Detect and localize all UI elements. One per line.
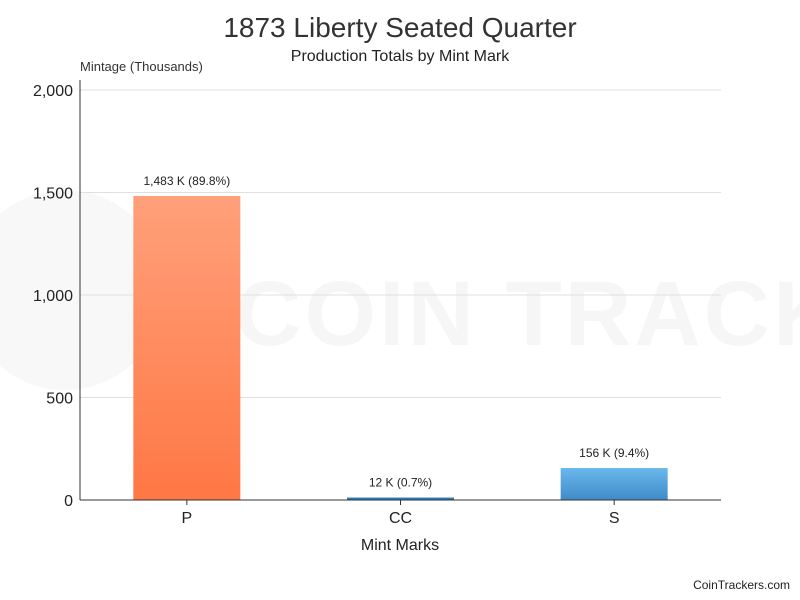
y-tick-label: 2,000: [33, 83, 73, 100]
data-label: 1,483 K (89.8%): [143, 174, 230, 188]
watermark: COIN TRACKERS: [0, 190, 800, 390]
chart-title: 1873 Liberty Seated Quarter: [223, 12, 577, 43]
x-tick-label: P: [181, 510, 192, 527]
bar-cc: [347, 497, 454, 500]
data-label: 12 K (0.7%): [369, 476, 432, 490]
y-tick-label: 1,000: [33, 288, 73, 305]
y-axis-label: Mintage (Thousands): [80, 59, 203, 74]
chart-subtitle: Production Totals by Mint Mark: [290, 48, 510, 65]
y-tick-label: 1,500: [33, 186, 73, 203]
credit-text: CoinTrackers.com: [693, 578, 790, 592]
data-label: 156 K (9.4%): [579, 446, 649, 460]
y-tick-label: 500: [46, 391, 73, 408]
watermark-logo-icon: [0, 190, 165, 390]
watermark-text: COIN TRACKERS: [235, 263, 800, 365]
x-axis-label: Mint Marks: [360, 537, 440, 554]
bar-p: [133, 195, 241, 501]
x-tick-label: CC: [389, 510, 412, 527]
y-tick-label: 0: [64, 493, 73, 510]
x-tick-label: S: [609, 510, 620, 527]
bar-s: [560, 468, 668, 500]
